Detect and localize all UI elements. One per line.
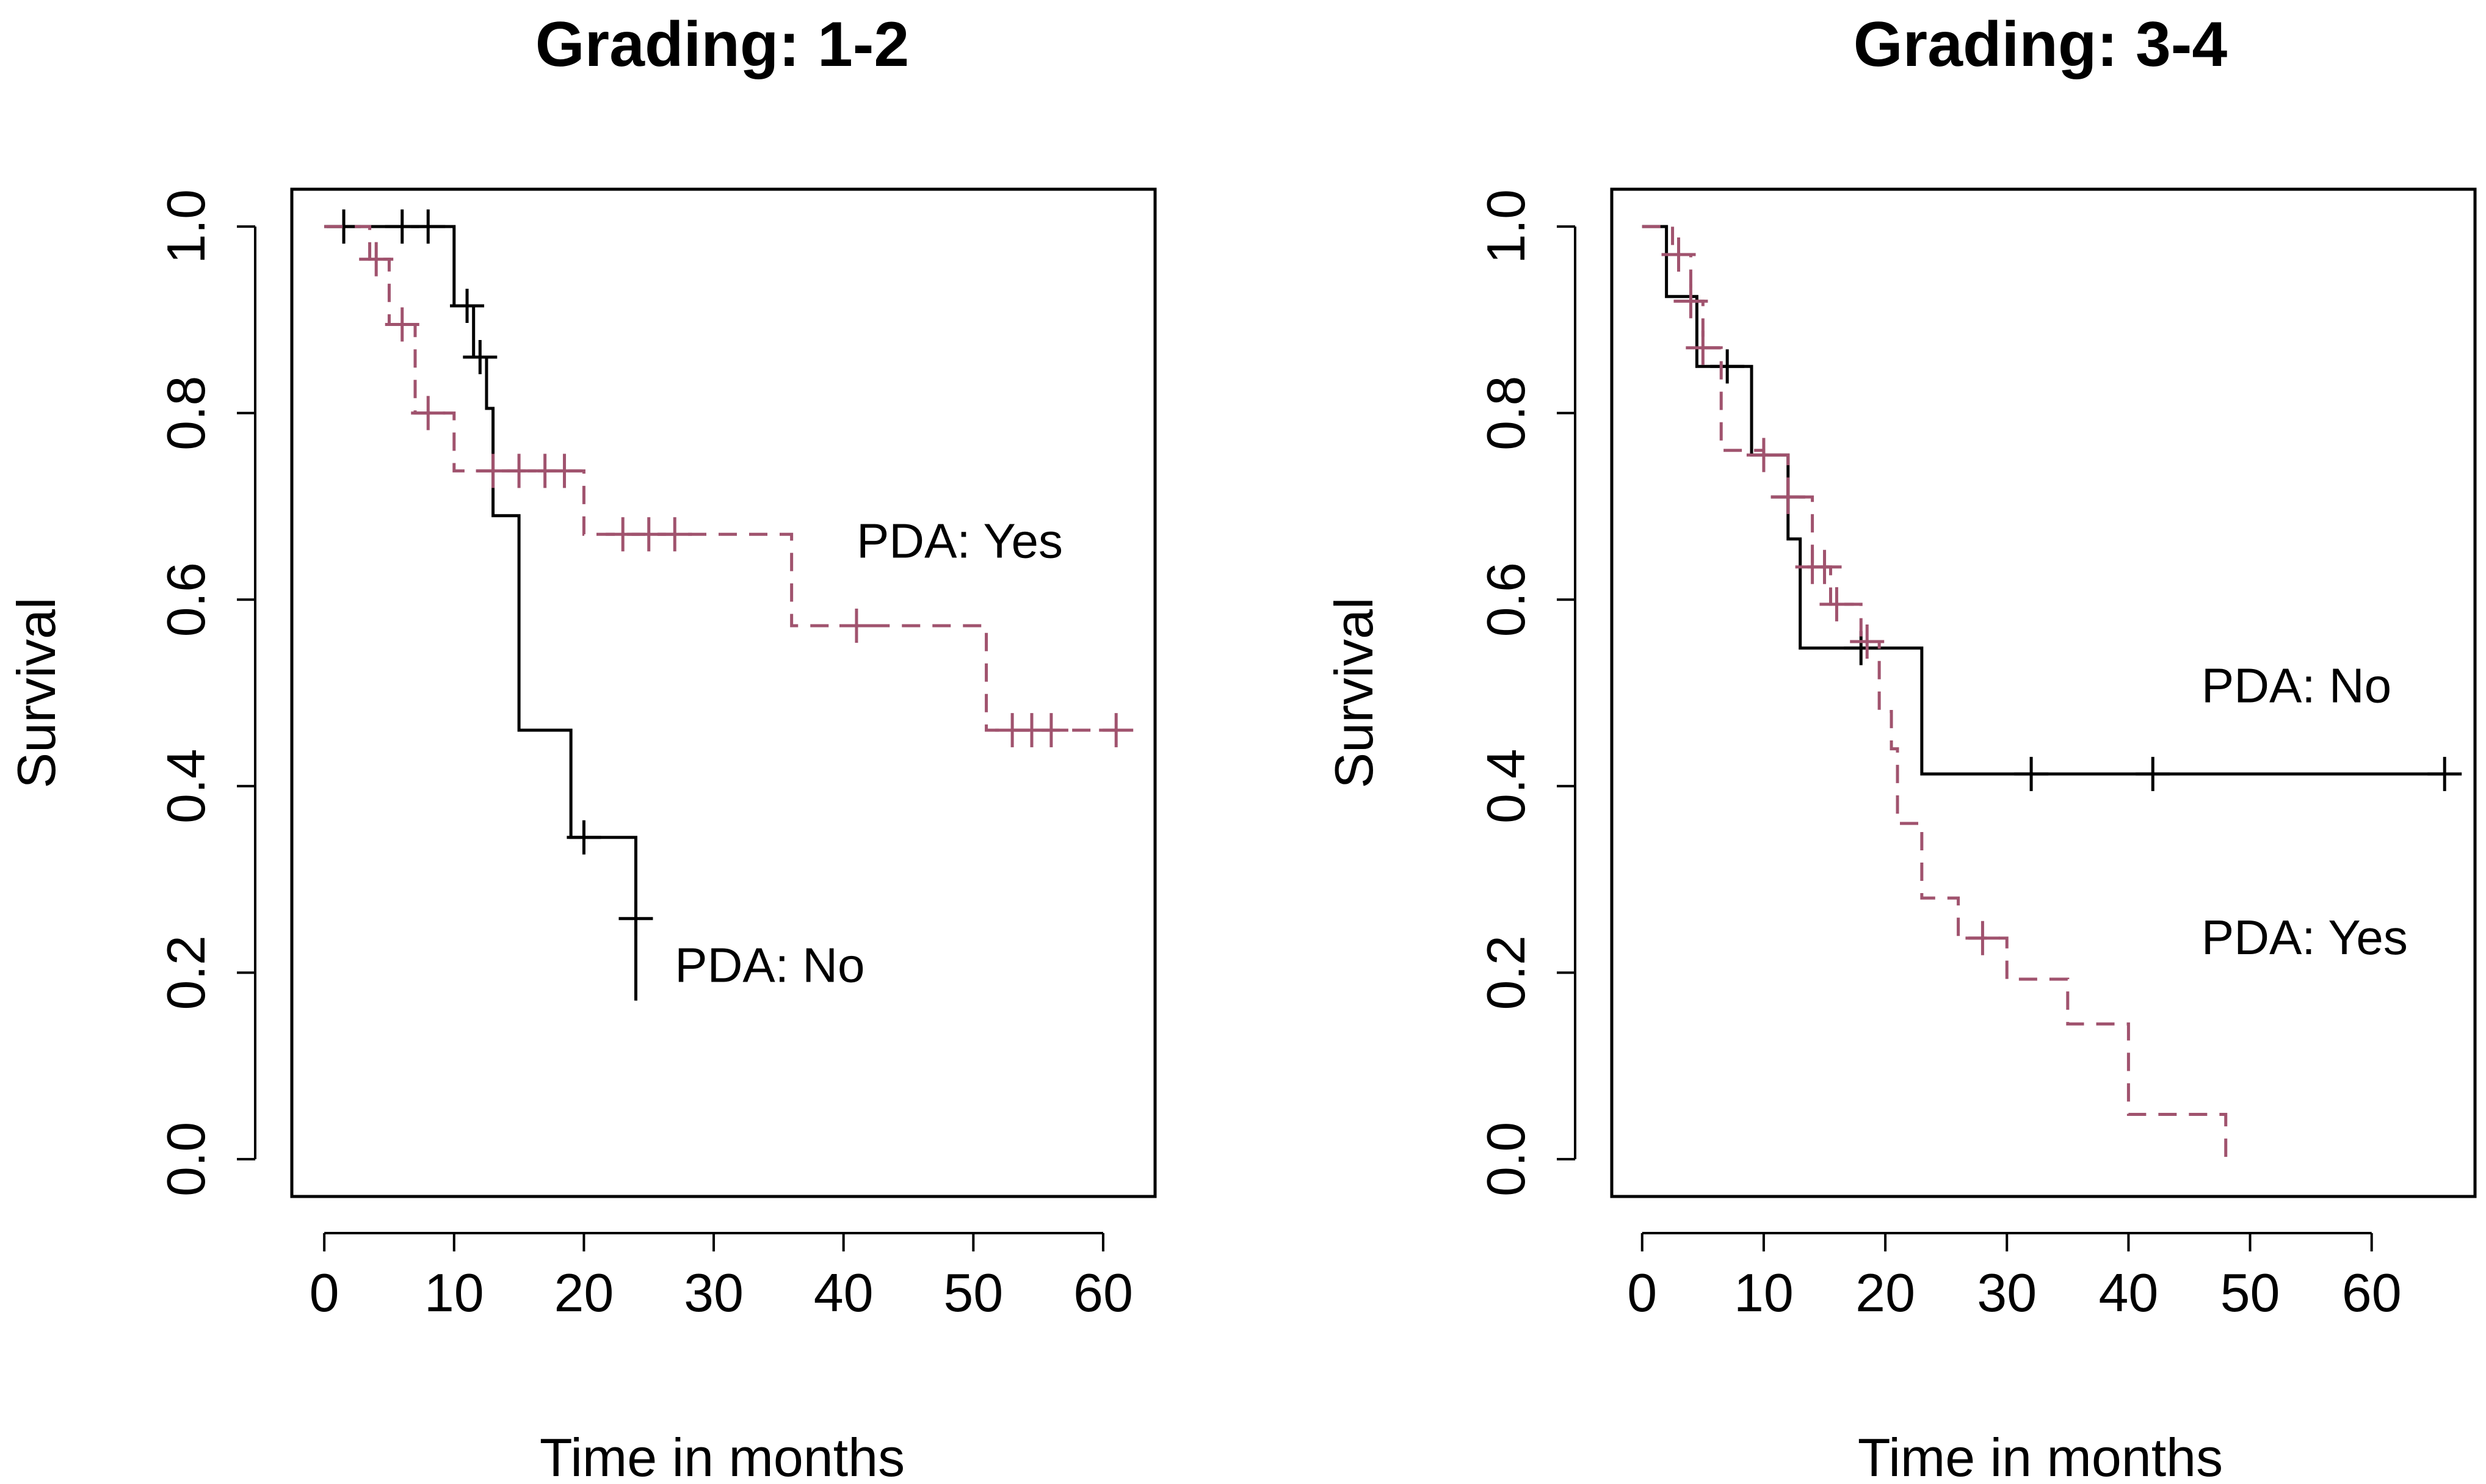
x-tick-label: 50 (2220, 1262, 2280, 1323)
y-tick-label: 0.2 (156, 935, 216, 1010)
x-tick-label: 30 (684, 1262, 744, 1323)
panel-grading-1-2: Grading: 1-2 0 10 20 30 40 50 60 0.0 0.2 0.4 0.6 0.… (6, 9, 1157, 1484)
x-tick-label: 50 (943, 1262, 1003, 1323)
y-axis-label: Survival (6, 598, 67, 789)
panel-grading-3-4: Grading: 3-4 0 10 20 30 40 50 60 0.0 0.2 0.4 0.6 0.… (1324, 9, 2477, 1484)
y-tick-label: 1.0 (1476, 189, 1536, 264)
y-tick-label: 0.0 (1476, 1122, 1536, 1196)
y-tick-label: 0.6 (156, 562, 216, 637)
plot-frame (290, 187, 1157, 1198)
x-tick-label: 40 (2098, 1262, 2158, 1323)
annotation-pda-yes: PDA: Yes (857, 513, 1063, 568)
x-tick-label: 30 (1977, 1262, 2037, 1323)
y-tick-label: 0.8 (1476, 375, 1536, 450)
plot-area: 0 10 20 30 40 50 60 0.0 0.2 0.4 0.6 0.8 1.0 (1476, 189, 2462, 1323)
y-axis-label: Survival (1324, 598, 1384, 789)
x-tick-label: 40 (814, 1262, 874, 1323)
x-tick-label: 0 (310, 1262, 339, 1323)
y-tick-label: 0.4 (156, 749, 216, 823)
x-tick-label: 20 (554, 1262, 614, 1323)
annotation-pda-no: PDA: No (2202, 658, 2391, 712)
x-tick-label: 0 (1627, 1262, 1657, 1323)
y-tick-label: 0.4 (1476, 749, 1536, 823)
annotation-pda-no: PDA: No (675, 938, 864, 993)
plot-frame (1610, 187, 2477, 1198)
y-tick-label: 1.0 (156, 189, 216, 264)
panel-title: Grading: 1-2 (535, 9, 910, 80)
x-tick-label: 10 (1734, 1262, 1794, 1323)
y-tick-label: 0.8 (156, 375, 216, 450)
x-axis-label: Time in months (1858, 1427, 2223, 1484)
survival-curve-pda-yes (324, 225, 1117, 732)
plot-area: 0 10 20 30 40 50 60 0.0 0.2 0.4 0.6 0.8 1.0 (156, 189, 1134, 1323)
y-tick-label: 0.0 (156, 1122, 216, 1196)
y-tick-label: 0.2 (1476, 935, 1536, 1010)
x-tick-label: 10 (424, 1262, 484, 1323)
x-tick-label: 20 (1855, 1262, 1915, 1323)
x-tick-label: 60 (1073, 1262, 1133, 1323)
x-axis-label: Time in months (540, 1427, 905, 1484)
y-tick-label: 0.6 (1476, 562, 1536, 637)
x-tick-label: 60 (2342, 1262, 2402, 1323)
annotation-pda-yes: PDA: Yes (2202, 910, 2408, 965)
panel-title: Grading: 3-4 (1854, 9, 2228, 80)
